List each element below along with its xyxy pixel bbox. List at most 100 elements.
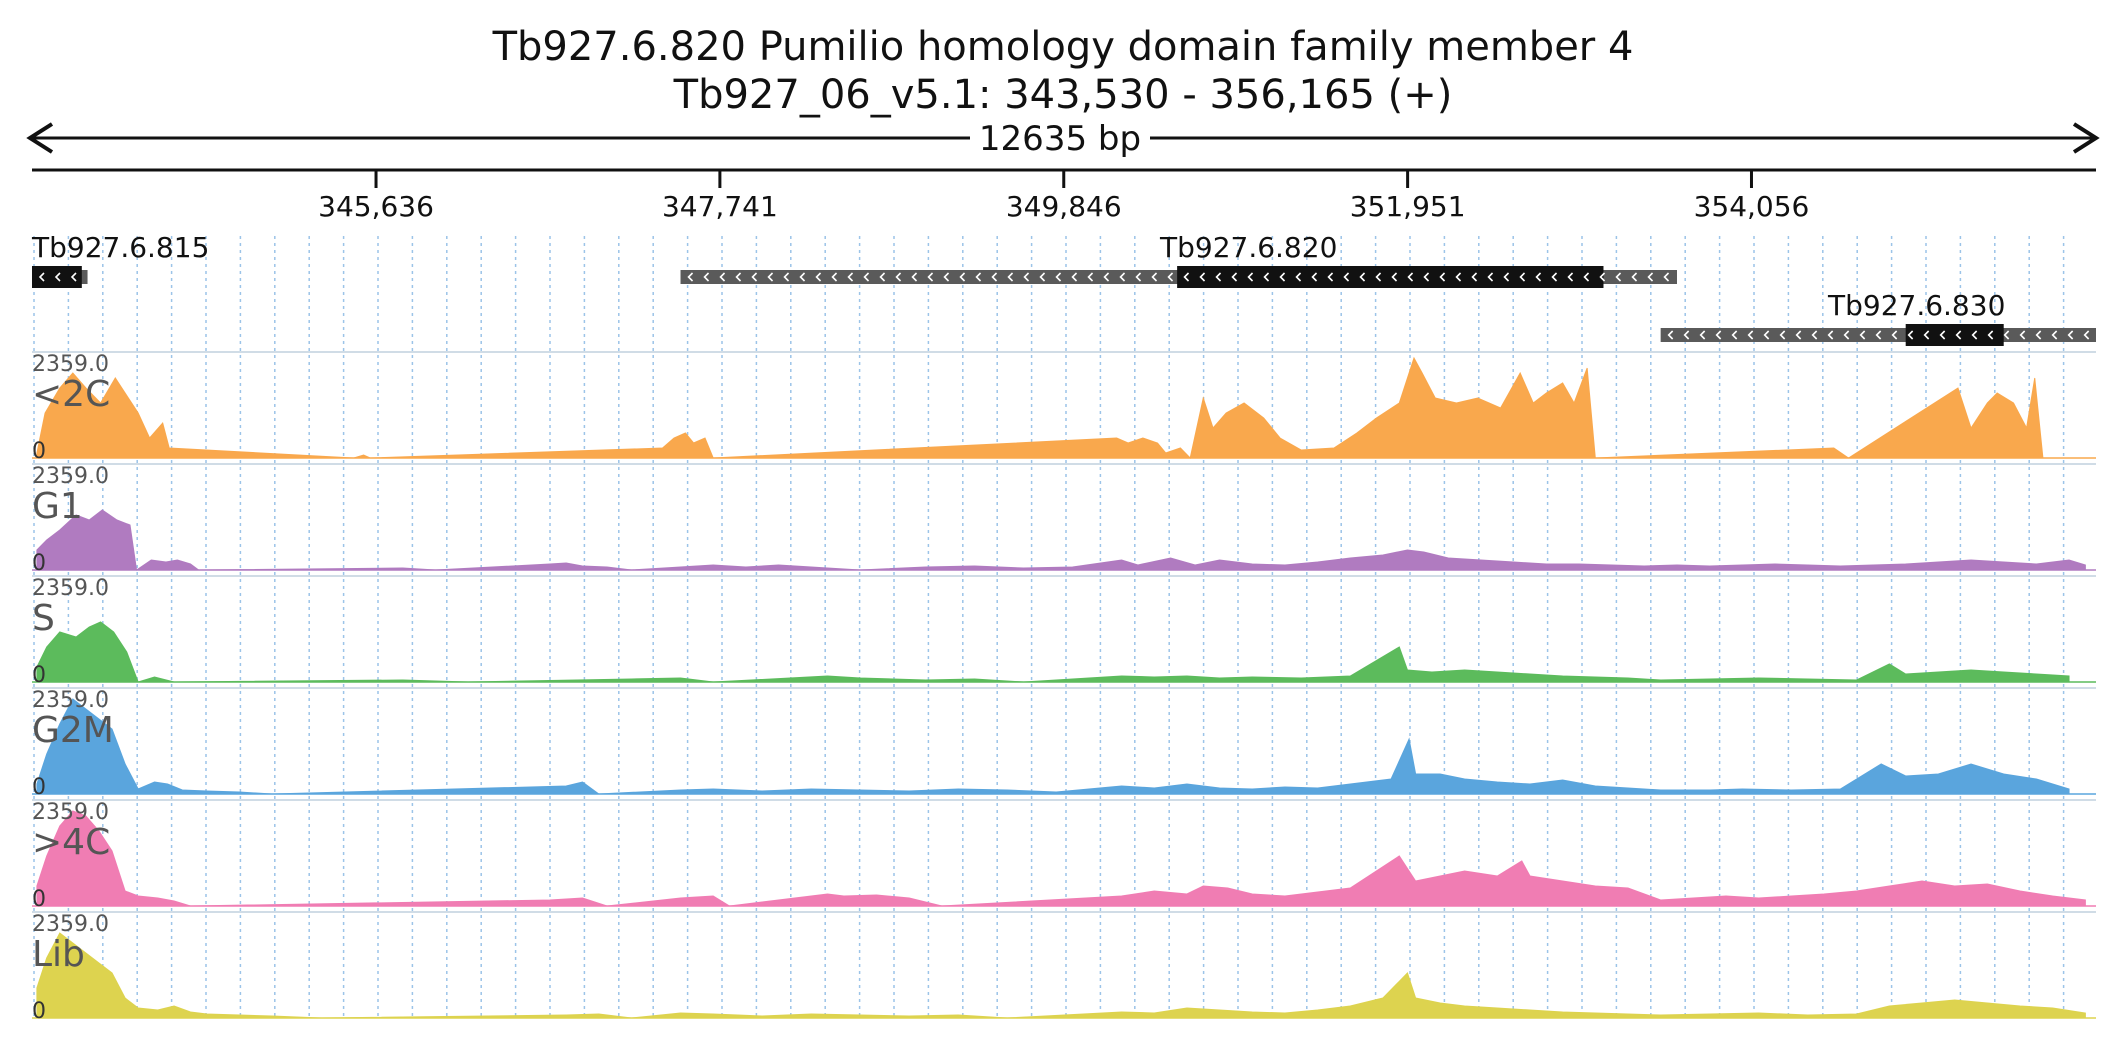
strand-arrow-icon: [767, 272, 774, 282]
strand-arrow-icon: [911, 272, 918, 282]
strand-arrow-icon: [1183, 272, 1190, 282]
strand-arrow-icon: [1683, 330, 1690, 340]
coverage-track: 2359.0>4C 0: [32, 799, 2096, 912]
track-max-label: 2359.0: [32, 576, 109, 601]
strand-arrow-icon: [1391, 272, 1398, 282]
strand-arrow-icon: [1199, 272, 1206, 282]
coverage-area: [36, 356, 2044, 460]
gene-utr: [1660, 328, 2096, 342]
strand-arrow-icon: [1103, 272, 1110, 282]
strand-arrow-icon: [943, 272, 950, 282]
track-max-label: 2359.0: [32, 688, 109, 713]
track-zero-label: 0: [32, 439, 46, 464]
track-name: G2M: [32, 710, 114, 751]
strand-arrow-icon: [1423, 272, 1430, 282]
strand-arrow-icon: [38, 272, 45, 282]
strand-arrow-icon: [54, 272, 61, 282]
strand-arrow-icon: [1971, 330, 1978, 340]
strand-arrow-icon: [1715, 330, 1722, 340]
strand-arrow-icon: [735, 272, 742, 282]
track-zero-label: 0: [32, 887, 46, 912]
strand-arrow-icon: [1343, 272, 1350, 282]
strand-arrow-icon: [975, 272, 982, 282]
strand-arrow-icon: [1699, 330, 1706, 340]
ruler-tick-label: 354,056: [1694, 190, 1810, 223]
strand-arrow-icon: [2083, 330, 2090, 340]
strand-arrow-icon: [1295, 272, 1302, 282]
strand-arrow-icon: [703, 272, 710, 282]
track-name: <2C: [32, 374, 110, 415]
strand-arrow-icon: [1487, 272, 1494, 282]
strand-arrow-icon: [1535, 272, 1542, 282]
coverage-area: [36, 932, 2086, 1019]
span-length-label: 12635 bp: [979, 119, 1141, 159]
track-max-label: 2359.0: [32, 800, 109, 825]
strand-arrow-icon: [1779, 330, 1786, 340]
strand-arrow-icon: [1811, 330, 1818, 340]
strand-arrow-icon: [1311, 272, 1318, 282]
ruler-ticks: 345,636 347,741 349,846 351,951 354,056: [318, 170, 1809, 223]
track-zero-label: 0: [32, 663, 46, 688]
gene-feature[interactable]: Tb927.6.820: [680, 231, 1677, 288]
gene-cds: [1177, 266, 1604, 288]
strand-arrow-icon: [1375, 272, 1382, 282]
ruler-tick-label: 347,741: [662, 190, 778, 223]
coverage-area: [36, 509, 2086, 571]
track-zero-label: 0: [32, 775, 46, 800]
gene-label: Tb927.6.815: [31, 231, 209, 264]
strand-arrow-icon: [2067, 330, 2074, 340]
gene-label: Tb927.6.830: [1827, 289, 2005, 322]
strand-arrow-icon: [1859, 330, 1866, 340]
strand-arrow-icon: [1631, 272, 1638, 282]
coverage-tracks: 2359.0<2C02359.0G102359.0S02359.0G2M0235…: [32, 351, 2096, 1024]
gene-track[interactable]: Tb927.6.815 Tb927.6.820 Tb927.6.830: [31, 231, 2096, 346]
strand-arrow-icon: [1327, 272, 1334, 282]
span-arrow-left-icon: [26, 122, 54, 154]
strand-arrow-icon: [1667, 330, 1674, 340]
strand-arrow-icon: [847, 272, 854, 282]
track-name: S: [32, 598, 55, 639]
strand-arrow-icon: [1747, 330, 1754, 340]
strand-arrow-icon: [70, 272, 77, 282]
ruler-tick-label: 345,636: [318, 190, 434, 223]
track-max-label: 2359.0: [32, 464, 109, 489]
strand-arrow-icon: [1263, 272, 1270, 282]
strand-arrow-icon: [783, 272, 790, 282]
strand-arrow-icon: [1455, 272, 1462, 282]
strand-arrow-icon: [2051, 330, 2058, 340]
strand-arrow-icon: [1615, 272, 1622, 282]
strand-arrow-icon: [895, 272, 902, 282]
strand-arrow-icon: [863, 272, 870, 282]
strand-arrow-icon: [2035, 330, 2042, 340]
strand-arrow-icon: [1907, 330, 1914, 340]
strand-arrow-icon: [1599, 272, 1606, 282]
track-zero-label: 0: [32, 551, 46, 576]
strand-arrow-icon: [1647, 272, 1654, 282]
strand-arrow-icon: [1247, 272, 1254, 282]
strand-arrow-icon: [1519, 272, 1526, 282]
strand-arrow-icon: [719, 272, 726, 282]
strand-arrow-icon: [1731, 330, 1738, 340]
strand-arrow-icon: [991, 272, 998, 282]
strand-arrow-icon: [1923, 330, 1930, 340]
track-zero-label: 0: [32, 999, 46, 1024]
location-text: Tb927_06_v5.1: 343,530 - 356,165 (+): [673, 72, 1453, 118]
ruler-tick-label: 351,951: [1350, 190, 1466, 223]
strand-arrow-icon: [1939, 330, 1946, 340]
gene-feature[interactable]: Tb927.6.830: [1660, 289, 2096, 346]
strand-arrow-icon: [687, 272, 694, 282]
strand-arrow-icon: [1119, 272, 1126, 282]
strand-arrow-icon: [1039, 272, 1046, 282]
gene-feature[interactable]: Tb927.6.815: [31, 231, 209, 288]
span-indicator: 12635 bp: [26, 119, 2100, 159]
coverage-area: [36, 698, 2070, 795]
track-name: Lib: [32, 934, 85, 975]
strand-arrow-icon: [751, 272, 758, 282]
strand-arrow-icon: [1087, 272, 1094, 282]
strand-arrow-icon: [1071, 272, 1078, 282]
strand-arrow-icon: [1987, 330, 1994, 340]
track-name: >4C: [32, 822, 110, 863]
coverage-area: [36, 810, 2086, 907]
strand-arrow-icon: [1843, 330, 1850, 340]
